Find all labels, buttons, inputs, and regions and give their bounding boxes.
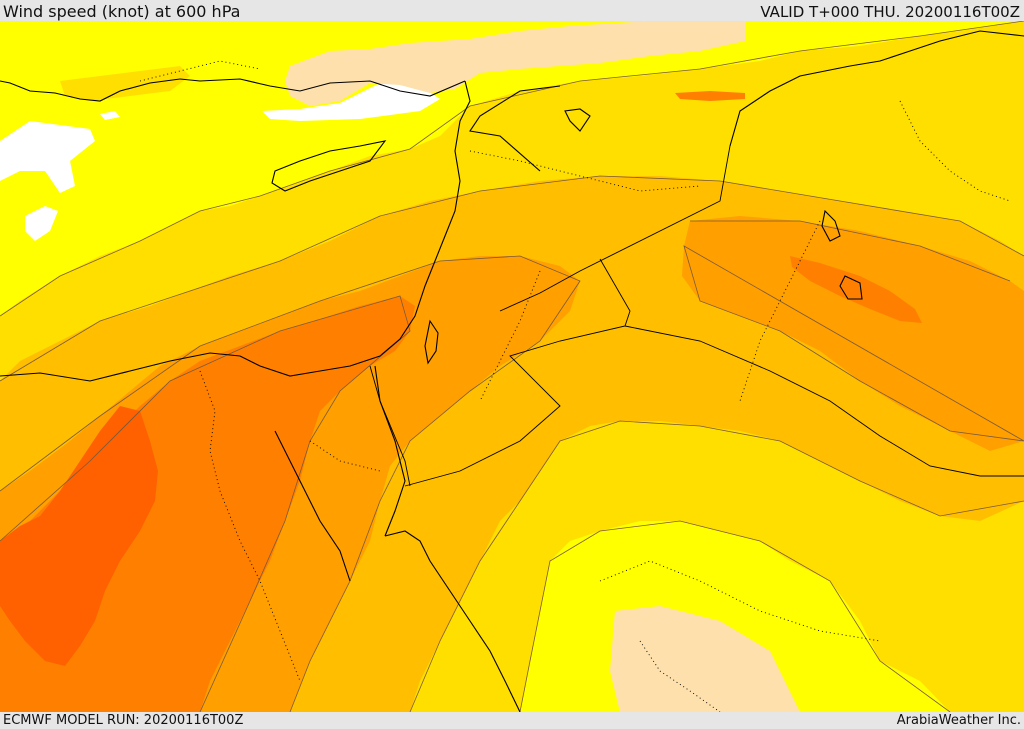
band-darkorange-area xyxy=(675,91,745,101)
country-borders xyxy=(369,145,1024,487)
province-borders xyxy=(139,60,1011,712)
map-title: Wind speed (knot) at 600 hPa xyxy=(3,2,241,21)
band-darkorange-area xyxy=(0,296,415,712)
band-white-area xyxy=(0,121,95,193)
band-redorange-area xyxy=(0,406,158,666)
band-white-area xyxy=(262,83,440,121)
credit-label: ArabiaWeather Inc. xyxy=(896,713,1021,728)
footer-bar: ECMWF MODEL RUN: 20200116T00Z ArabiaWeat… xyxy=(0,712,1024,729)
band-darkorange-area xyxy=(790,256,922,323)
band-beige-area xyxy=(285,21,745,106)
coastlines xyxy=(0,30,1024,712)
contour-lines xyxy=(0,21,1024,712)
header-bar: Wind speed (knot) at 600 hPa VALID T+000… xyxy=(0,0,1024,21)
wind-speed-map xyxy=(0,21,1024,712)
valid-time: VALID T+000 THU. 20200116T00Z xyxy=(760,3,1020,21)
band-white-area xyxy=(25,206,58,241)
model-run-label: ECMWF MODEL RUN: 20200116T00Z xyxy=(3,713,244,728)
band-gold-area xyxy=(60,66,190,101)
band-white-area xyxy=(100,111,120,120)
band-gold-area xyxy=(900,76,1024,151)
band-beige-area xyxy=(610,606,800,712)
